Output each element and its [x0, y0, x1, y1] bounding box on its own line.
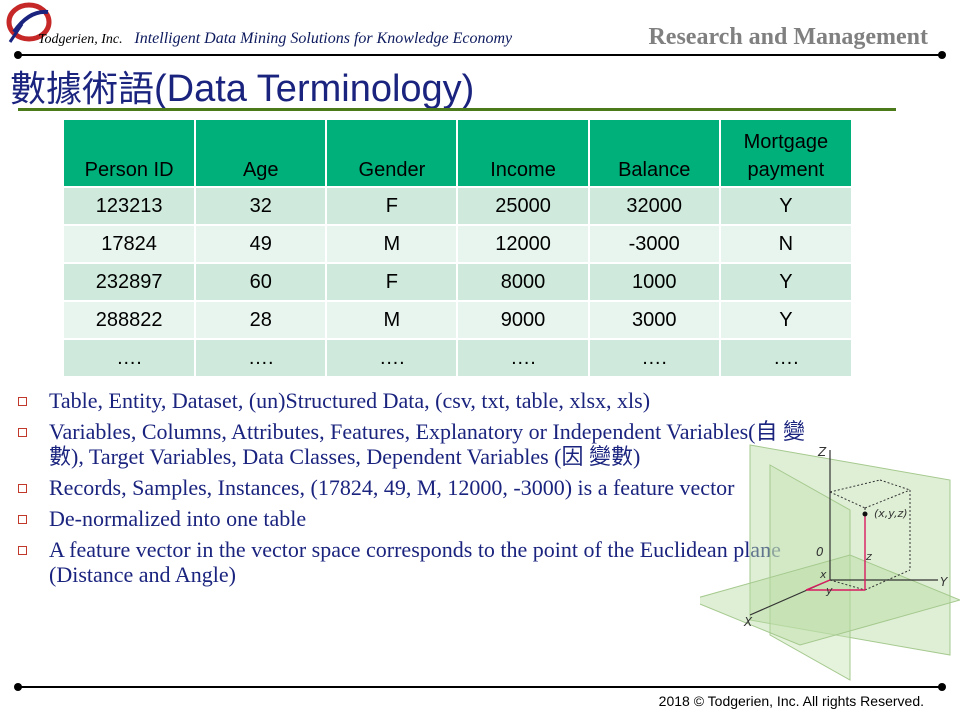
title-cjk: 數據術語	[10, 69, 155, 110]
x-axis-label: X	[743, 615, 753, 629]
bullet-item: Records, Samples, Instances, (17824, 49,…	[18, 475, 749, 500]
table-cell: 288822	[64, 300, 197, 339]
company-line: Todgerien, Inc. Intelligent Data Mining …	[38, 30, 512, 48]
slide-title: 數據術語(Data Terminology)	[10, 60, 474, 112]
table-cell: N	[719, 224, 851, 263]
table-cell: Y	[719, 186, 851, 225]
table-header-row: Person ID Age Gender Income Balance Mort…	[64, 120, 851, 187]
data-table: Person ID Age Gender Income Balance Mort…	[64, 120, 851, 376]
company-tagline: Intelligent Data Mining Solutions for Kn…	[134, 30, 513, 47]
table-cell: F	[326, 186, 459, 225]
bullet-text: Records, Samples, Instances, (17824, 49,…	[49, 475, 735, 500]
col-header: Income	[457, 120, 590, 187]
table-cell: 232897	[64, 262, 197, 301]
table-cell: ….	[326, 338, 459, 376]
table-cell: 49	[195, 224, 328, 263]
table-row: 288822 28 M 9000 3000 Y	[64, 300, 851, 339]
table-cell: ….	[588, 338, 721, 376]
y-axis-label: Y	[940, 575, 949, 589]
bullet-text: A feature vector in the vector space cor…	[49, 537, 781, 587]
copyright-footer: 2018 © Todgerien, Inc. All rights Reserv…	[658, 693, 924, 709]
table-cell: M	[326, 224, 459, 263]
header-rule	[18, 54, 942, 56]
table-cell: Y	[719, 262, 851, 301]
square-bullet-icon	[18, 484, 27, 493]
coordinate-planes	[700, 444, 960, 681]
col-header: Balance	[588, 120, 721, 187]
bullet-item: A feature vector in the vector space cor…	[18, 537, 789, 587]
bullet-item: Table, Entity, Dataset, (un)Structured D…	[18, 388, 818, 413]
company-name: Todgerien, Inc.	[38, 32, 123, 47]
section-label: Research and Management	[648, 24, 928, 50]
bullet-text: De-normalized into one table	[49, 506, 307, 531]
table-cell: 9000	[457, 300, 590, 339]
table-cell: 28	[195, 300, 328, 339]
table-cell: 1000	[588, 262, 721, 301]
table-cell: 17824	[64, 224, 197, 263]
col-header: Mortgage payment	[719, 120, 851, 187]
table-row: 232897 60 F 8000 1000 Y	[64, 262, 851, 301]
table-cell: 12000	[457, 224, 590, 263]
z-axis-label: Z	[817, 445, 827, 459]
col-header: Age	[195, 120, 328, 187]
table-cell: ….	[195, 338, 328, 376]
title-latin: (Data Terminology)	[154, 68, 475, 110]
table-cell: 32000	[588, 186, 721, 225]
table-cell: 123213	[64, 186, 197, 225]
table-cell: -3000	[588, 224, 721, 263]
table-cell: 60	[195, 262, 328, 301]
rule-dot-left	[14, 683, 22, 691]
square-bullet-icon	[18, 515, 27, 524]
origin-label: 0	[816, 545, 824, 559]
square-bullet-icon	[18, 428, 27, 437]
x-label: x	[819, 568, 827, 581]
table-cell: ….	[64, 338, 197, 376]
bullet-item: De-normalized into one table	[18, 506, 818, 531]
square-bullet-icon	[18, 546, 27, 555]
col-header: Person ID	[64, 120, 197, 187]
rule-dot-left	[14, 51, 22, 59]
table-cell: ….	[719, 338, 851, 376]
title-rule	[18, 108, 896, 111]
table-cell: 25000	[457, 186, 590, 225]
table-cell: F	[326, 262, 459, 301]
rule-dot-right	[938, 51, 946, 59]
bullet-list: Table, Entity, Dataset, (un)Structured D…	[18, 388, 818, 593]
todgerien-logo-icon	[6, 2, 52, 43]
table-cell: Y	[719, 300, 851, 339]
bullet-item: Variables, Columns, Attributes, Features…	[18, 419, 809, 469]
col-header: Gender	[326, 120, 459, 187]
rule-dot-right	[938, 683, 946, 691]
bullet-text: Table, Entity, Dataset, (un)Structured D…	[49, 388, 651, 413]
point-label: (x,y,z)	[874, 507, 908, 520]
y-label: y	[825, 584, 833, 597]
square-bullet-icon	[18, 397, 27, 406]
table-cell: 8000	[457, 262, 590, 301]
z-label: z	[865, 550, 872, 563]
table-row: 123213 32 F 25000 32000 Y	[64, 186, 851, 225]
slide-header: Todgerien, Inc. Intelligent Data Mining …	[0, 0, 960, 60]
3d-coordinate-diagram: Z Y X 0 (x,y,z) x y z	[700, 444, 960, 681]
table-row: …. …. …. …. …. ….	[64, 338, 851, 376]
footer-rule	[18, 686, 942, 688]
table-cell: 32	[195, 186, 328, 225]
bullet-text: Variables, Columns, Attributes, Features…	[49, 419, 805, 469]
table-row: 17824 49 M 12000 -3000 N	[64, 224, 851, 263]
table-cell: 3000	[588, 300, 721, 339]
table-cell: M	[326, 300, 459, 339]
point-vector	[805, 511, 868, 591]
table-cell: ….	[457, 338, 590, 376]
